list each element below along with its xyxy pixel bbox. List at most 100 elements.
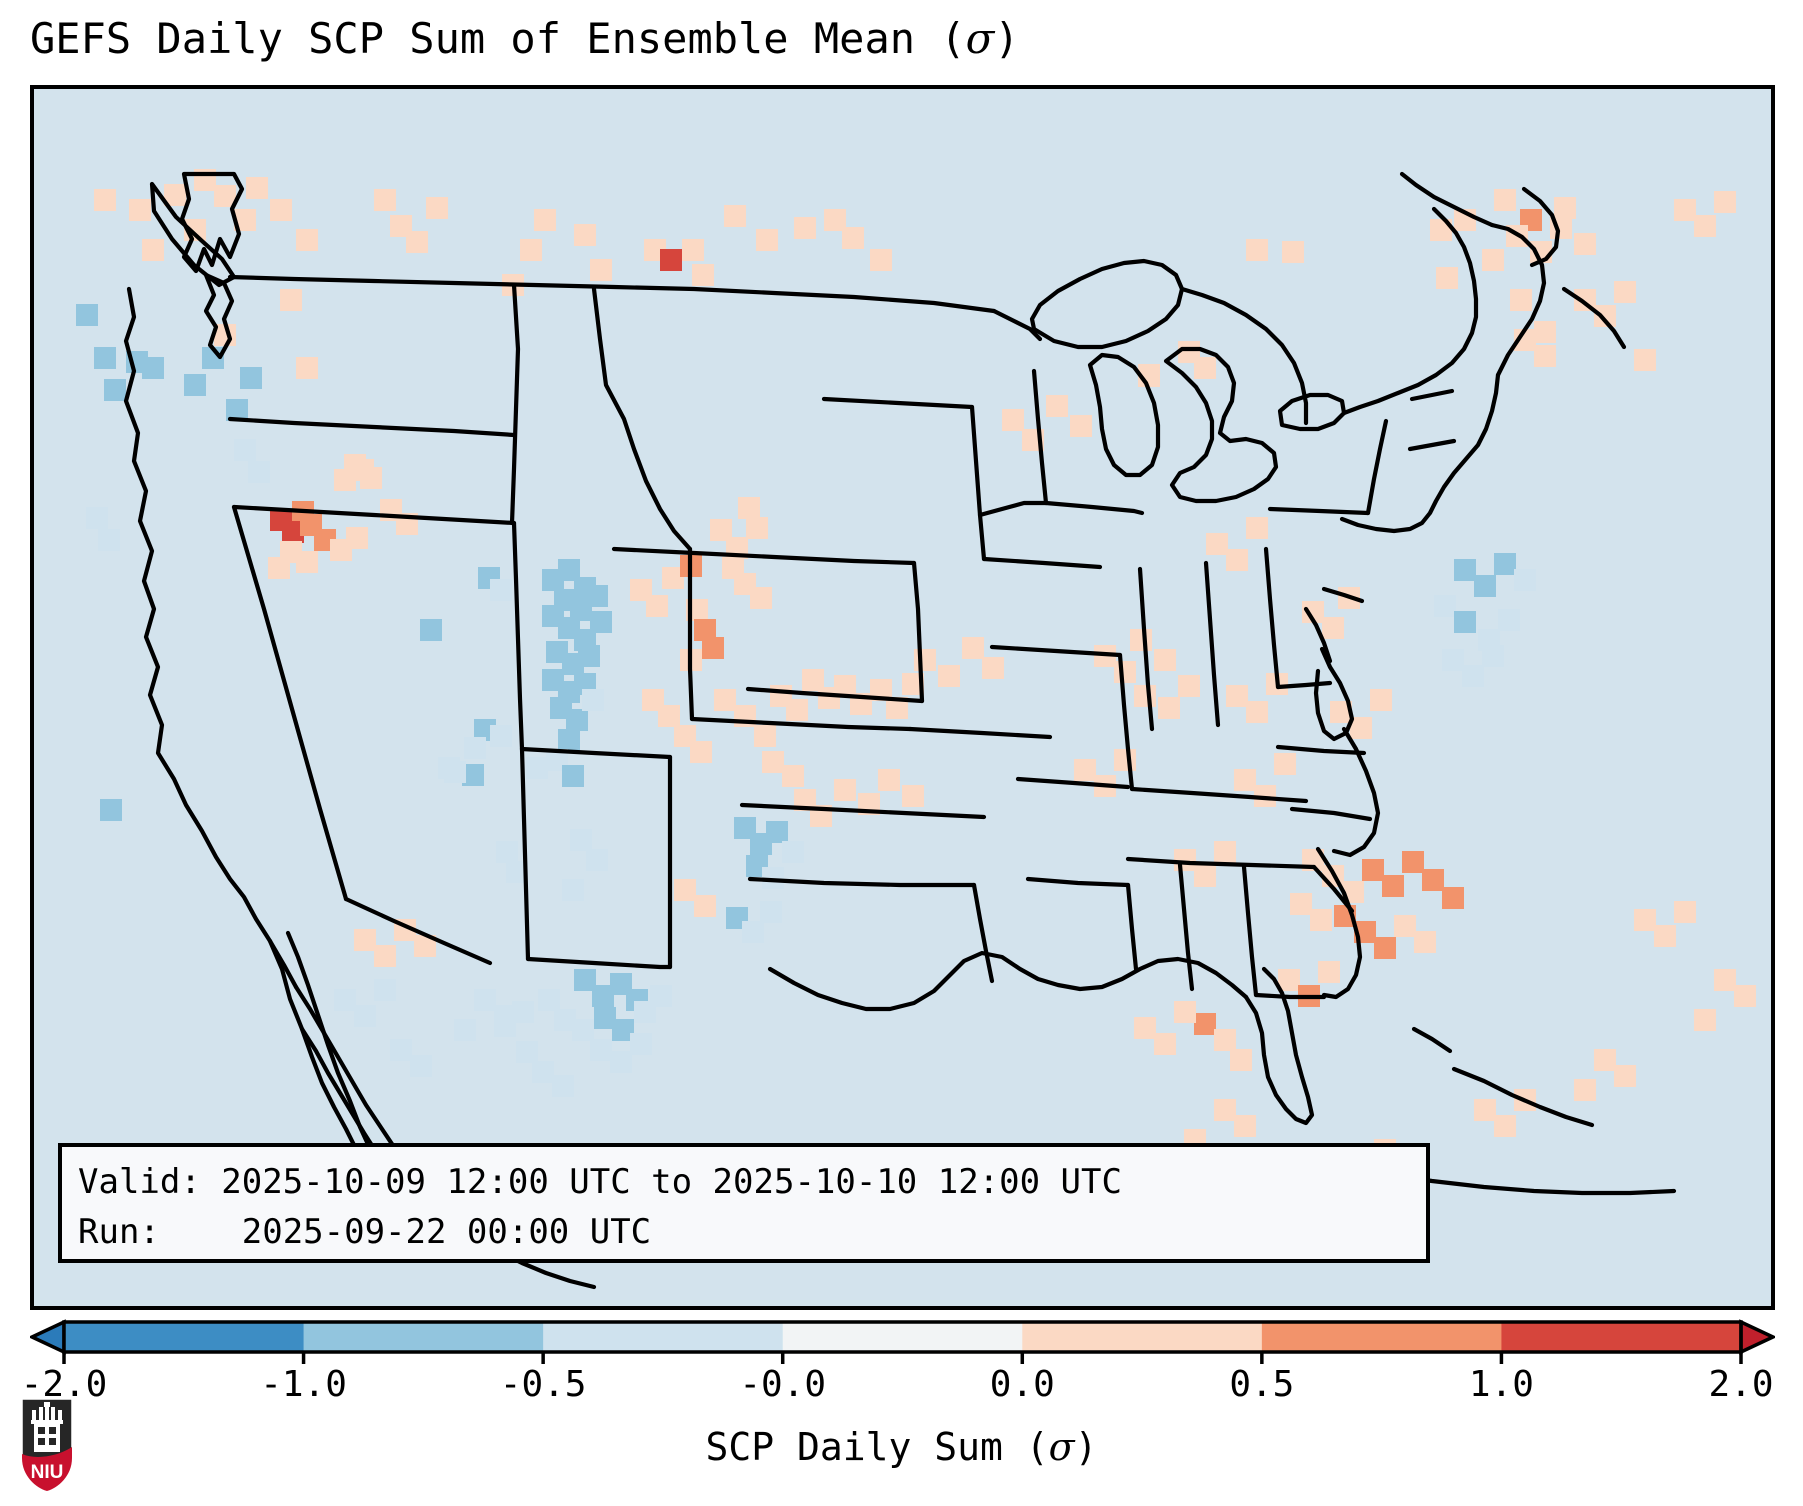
info-run-line: Run: 2025-09-22 00:00 UTC bbox=[78, 1212, 652, 1252]
scp-grid-cell bbox=[534, 209, 556, 231]
scp-grid-cell bbox=[762, 751, 784, 773]
us-east-coast bbox=[1315, 846, 1363, 1000]
scp-grid-cell bbox=[532, 1061, 554, 1083]
scp-grid-cell bbox=[1234, 769, 1256, 791]
scp-grid-cell bbox=[562, 765, 584, 787]
long-island-newengland-coast bbox=[1339, 372, 1501, 534]
scp-grid-cell bbox=[658, 705, 680, 727]
title-text-end: ) bbox=[994, 14, 1020, 63]
scp-grid-cell bbox=[374, 945, 396, 967]
scp-grid-cell bbox=[1436, 267, 1458, 289]
scp-grid-cell bbox=[1134, 1017, 1156, 1039]
scp-grid-cell bbox=[444, 761, 466, 783]
scp-grid-cell bbox=[794, 217, 816, 239]
state-ca-az bbox=[343, 896, 493, 966]
scp-grid-cell bbox=[1154, 1033, 1176, 1055]
scp-grid-cell bbox=[1214, 1099, 1236, 1121]
scp-grid-cell bbox=[902, 673, 924, 695]
scp-grid-cell bbox=[1070, 415, 1092, 437]
scp-grid-cell bbox=[870, 249, 892, 271]
scp-grid-cell bbox=[462, 764, 484, 786]
scp-grid-cell bbox=[1154, 649, 1176, 671]
colorbar-tick-label: -2.0 bbox=[20, 1364, 108, 1405]
chesapeake-delmarva bbox=[1313, 646, 1355, 742]
scp-grid-cell bbox=[1474, 1099, 1496, 1121]
scp-grid-cell bbox=[1498, 609, 1520, 631]
scp-grid-cell bbox=[1634, 909, 1656, 931]
state-id-wa-or-border bbox=[509, 282, 521, 526]
scp-grid-cell bbox=[280, 289, 302, 311]
scp-grid-cell bbox=[1594, 305, 1616, 327]
colorbar-svg[interactable] bbox=[30, 1318, 1775, 1364]
state-sd-ne bbox=[745, 686, 925, 704]
scp-grid-cell bbox=[650, 985, 672, 1007]
scp-grid-cell bbox=[878, 769, 900, 791]
state-ar-la bbox=[1025, 876, 1131, 888]
scp-grid-cell bbox=[490, 725, 512, 747]
scp-grid-cell bbox=[660, 249, 682, 271]
state-id-mt bbox=[591, 286, 693, 552]
scp-grid-cell bbox=[214, 185, 236, 207]
colorbar-label-text: SCP Daily Sum ( bbox=[705, 1425, 1049, 1469]
scp-grid-cell bbox=[694, 619, 716, 641]
scp-grid-cell bbox=[76, 304, 98, 326]
logo-text: NIU bbox=[31, 1462, 64, 1483]
state-ms-al bbox=[1177, 862, 1195, 992]
scp-grid-cell bbox=[1734, 985, 1756, 1007]
vancouver-island bbox=[149, 181, 237, 288]
scp-grid-cell bbox=[1482, 645, 1504, 667]
colorbar-segment bbox=[303, 1322, 544, 1352]
scp-grid-cell bbox=[1002, 409, 1024, 431]
state-il-in bbox=[1137, 566, 1155, 732]
scp-grid-cell bbox=[1614, 281, 1636, 303]
scp-grid-cell bbox=[406, 231, 428, 253]
colorbar-tick-label: 0.5 bbox=[1229, 1364, 1295, 1405]
scp-grid-cell bbox=[1434, 595, 1456, 617]
scp-grid-cell bbox=[1414, 931, 1436, 953]
scp-grid-cell bbox=[1614, 1065, 1636, 1087]
scp-grid-cell bbox=[746, 517, 768, 539]
scp-grid-cell bbox=[886, 697, 908, 719]
state-mo-ar bbox=[1015, 776, 1131, 790]
scp-grid-cell bbox=[512, 1001, 534, 1023]
scp-grid-cell bbox=[610, 1051, 632, 1073]
bahamas-cuba bbox=[1451, 1066, 1595, 1128]
scp-grid-cell bbox=[1290, 893, 1312, 915]
scp-grid-cell bbox=[474, 989, 496, 1011]
state-mn-wi bbox=[977, 500, 1049, 518]
colorbar-segment bbox=[543, 1322, 784, 1352]
scp-grid-cell bbox=[506, 861, 528, 883]
scp-grid-cell bbox=[538, 989, 560, 1011]
scp-grid-cell bbox=[1370, 689, 1392, 711]
scp-grid-cell bbox=[586, 849, 608, 871]
scp-grid-cell bbox=[526, 757, 548, 779]
state-ia-mo bbox=[989, 644, 1123, 658]
scp-grid-cell bbox=[1534, 321, 1556, 343]
state-ne-small-1 bbox=[1407, 438, 1457, 452]
scp-grid-cell bbox=[586, 585, 608, 607]
state-ne-ks bbox=[907, 726, 1053, 740]
border-ny-quebec bbox=[1341, 206, 1479, 416]
scp-grid-cell bbox=[674, 879, 696, 901]
scp-grid-cell bbox=[1514, 569, 1536, 591]
scp-grid-cell bbox=[1674, 199, 1696, 221]
colorbar-tick-label: -0.5 bbox=[499, 1364, 587, 1405]
state-mo-il-ky bbox=[1117, 652, 1135, 792]
scp-grid-cell bbox=[1654, 925, 1676, 947]
state-nv-ca bbox=[231, 504, 349, 902]
scp-grid-cell bbox=[962, 637, 984, 659]
scp-grid-cell bbox=[1234, 1115, 1256, 1137]
state-al-ga bbox=[1241, 864, 1259, 998]
scp-grid-cell bbox=[248, 461, 270, 483]
scp-grid-cell bbox=[1494, 189, 1516, 211]
scp-grid-cell bbox=[566, 709, 588, 731]
scp-grid-cell bbox=[754, 725, 776, 747]
scp-grid-cell bbox=[270, 199, 292, 221]
scp-grid-cell bbox=[1214, 1029, 1236, 1051]
scp-grid-cell bbox=[834, 675, 856, 697]
scp-grid-cell bbox=[1226, 685, 1248, 707]
scp-grid-cell bbox=[464, 737, 486, 759]
puget-sound-detail bbox=[203, 272, 235, 360]
colorbar-segment bbox=[1501, 1322, 1742, 1352]
great-lakes-huron-erie bbox=[1163, 346, 1279, 504]
